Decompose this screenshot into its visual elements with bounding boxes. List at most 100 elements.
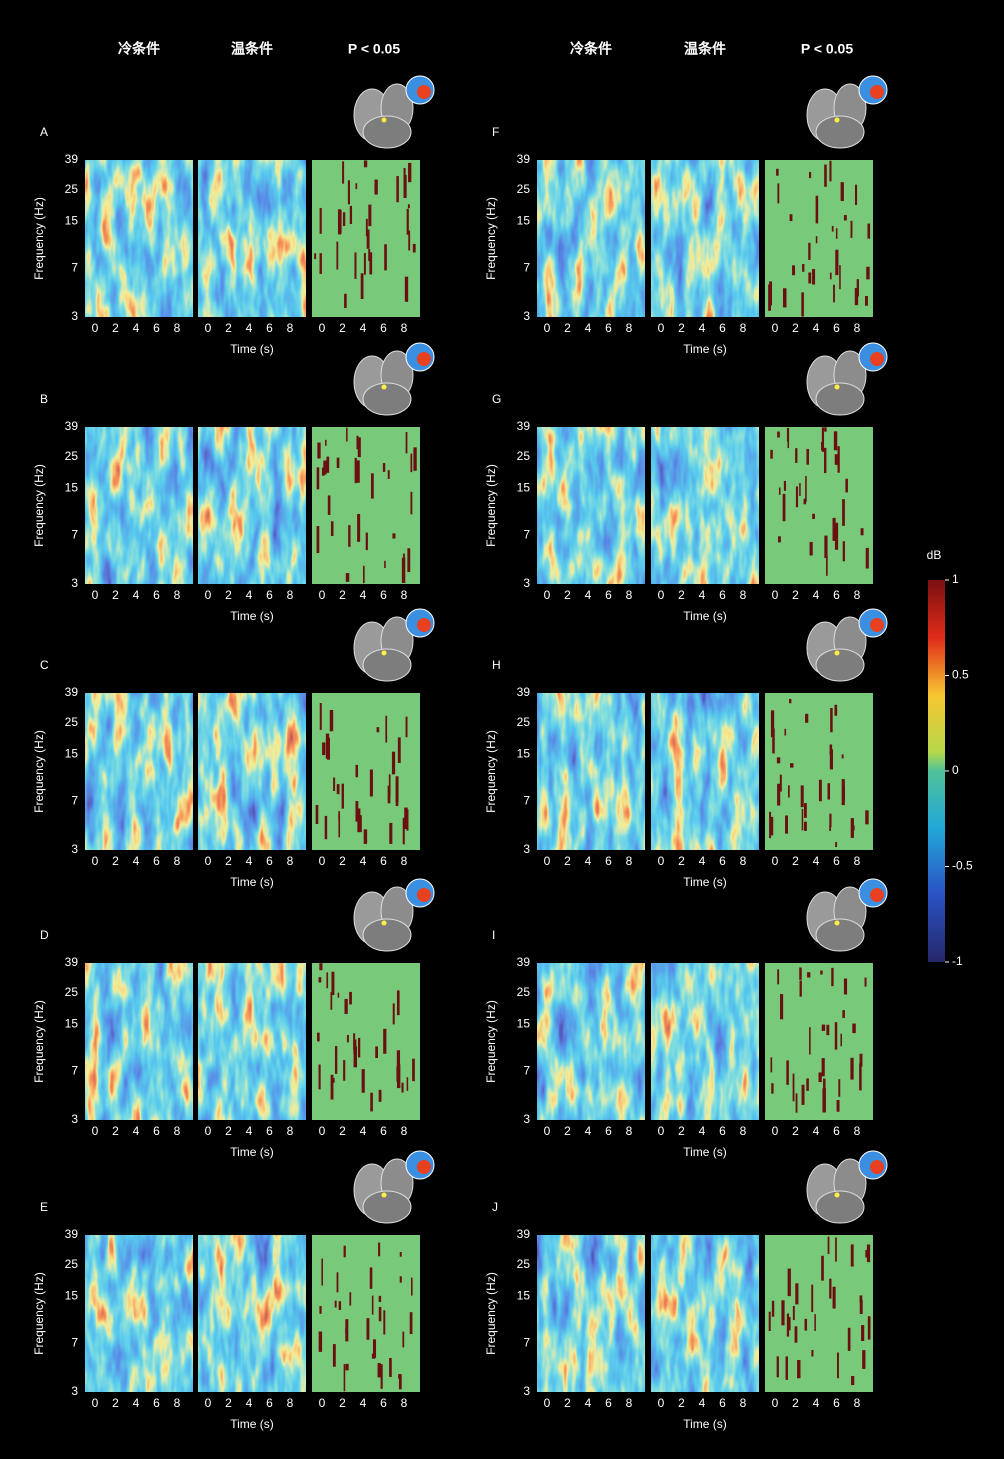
significant-streak	[388, 470, 390, 479]
significant-streak	[330, 992, 332, 1010]
x-tick-label: 0	[205, 1396, 212, 1410]
x-tick-label: 8	[174, 321, 181, 335]
significant-streak	[790, 214, 793, 221]
significant-streak	[345, 1319, 348, 1341]
significant-streak	[800, 981, 802, 997]
significant-streak	[354, 252, 356, 279]
significance-map	[765, 963, 873, 1120]
significant-streak	[410, 492, 412, 515]
significant-streak	[783, 288, 786, 307]
panel-label: J	[492, 1200, 498, 1214]
significant-streak	[343, 212, 345, 226]
significant-streak	[321, 1259, 323, 1286]
significant-streak	[407, 809, 409, 830]
significant-streak	[842, 1010, 845, 1018]
x-tick-label: 4	[133, 1124, 140, 1138]
significant-streak	[796, 1093, 798, 1112]
significant-streak	[777, 183, 779, 203]
significant-streak	[777, 1356, 779, 1377]
significant-streak	[824, 536, 827, 558]
x-tick-label: 0	[658, 1124, 665, 1138]
significant-streak	[811, 1350, 813, 1356]
significant-streak	[832, 226, 834, 232]
significant-streak	[852, 1024, 855, 1034]
significant-streak	[384, 244, 387, 270]
significant-streak	[383, 463, 385, 472]
significant-streak	[772, 1301, 774, 1317]
x-tick-label: 2	[564, 1124, 571, 1138]
x-tick-label: 4	[585, 321, 592, 335]
significant-streak	[367, 230, 370, 249]
y-tick-label: 15	[65, 1288, 79, 1302]
significant-streak	[819, 780, 822, 801]
x-tick-label: 6	[605, 321, 612, 335]
x-tick-label: 0	[92, 1124, 99, 1138]
significant-streak	[328, 495, 331, 514]
x-tick-label: 6	[719, 1396, 726, 1410]
x-tick-label: 0	[544, 588, 551, 602]
scalp-hotspot	[417, 888, 431, 902]
column-header: P < 0.05	[801, 41, 854, 57]
significant-streak	[837, 1100, 840, 1112]
heatmap	[85, 160, 193, 317]
significant-streak	[407, 1077, 409, 1091]
x-tick-label: 4	[246, 588, 253, 602]
x-tick-label: 8	[287, 588, 294, 602]
significant-streak	[325, 816, 328, 839]
scalp-hotspot	[870, 888, 884, 902]
heatmap	[651, 160, 759, 317]
significant-streak	[401, 1083, 403, 1093]
x-tick-label: 6	[380, 588, 387, 602]
significant-streak	[835, 705, 838, 716]
y-tick-label: 7	[71, 794, 78, 808]
x-tick-label: 2	[339, 1396, 346, 1410]
significant-streak	[372, 1354, 375, 1359]
significant-streak	[404, 175, 407, 198]
x-tick-label: 2	[564, 588, 571, 602]
y-tick-label: 3	[71, 576, 78, 590]
significant-streak	[820, 971, 822, 975]
significant-streak	[810, 542, 813, 556]
heatmap	[537, 427, 645, 584]
x-axis-label: Time (s)	[230, 1417, 274, 1431]
heatmap	[198, 1235, 306, 1392]
colorbar-title: dB	[927, 548, 942, 562]
significant-streak	[835, 250, 838, 275]
panel-label: C	[40, 658, 49, 672]
y-tick-label: 3	[523, 576, 530, 590]
x-tick-label: 2	[225, 854, 232, 868]
significant-streak	[786, 1356, 788, 1380]
significant-streak	[379, 1307, 382, 1321]
significant-streak	[383, 1029, 386, 1054]
significant-streak	[410, 1312, 413, 1334]
significant-streak	[398, 1374, 401, 1378]
significant-streak	[824, 427, 827, 431]
y-tick-label: 3	[71, 842, 78, 856]
significant-streak	[389, 774, 391, 795]
significant-streak	[829, 161, 831, 182]
significant-streak	[777, 784, 780, 806]
significant-streak	[804, 822, 807, 831]
significant-streak	[338, 993, 340, 998]
x-tick-label: 2	[339, 588, 346, 602]
significant-streak	[770, 817, 773, 835]
significant-streak	[781, 1300, 784, 1325]
x-tick-label: 8	[626, 588, 633, 602]
x-tick-label: 8	[854, 1396, 861, 1410]
page: dB 冷条件温条件P < 0.05冷条件温条件P < 0.05AFrequenc…	[0, 0, 1004, 1459]
y-tick-label: 7	[523, 1336, 530, 1350]
y-tick-label: 7	[523, 1064, 530, 1078]
y-tick-label: 3	[71, 1384, 78, 1398]
significant-streak	[804, 803, 807, 818]
significant-streak	[771, 1057, 773, 1072]
x-tick-label: 0	[319, 854, 326, 868]
x-tick-label: 6	[833, 1396, 840, 1410]
significant-streak	[842, 754, 844, 758]
significant-streak	[356, 436, 358, 450]
x-tick-label: 6	[719, 1124, 726, 1138]
significance-map	[312, 963, 420, 1120]
y-axis-label: Frequency (Hz)	[484, 730, 498, 813]
significant-streak	[771, 1083, 773, 1093]
significant-streak	[843, 541, 845, 561]
scalp-hotspot	[870, 618, 884, 632]
